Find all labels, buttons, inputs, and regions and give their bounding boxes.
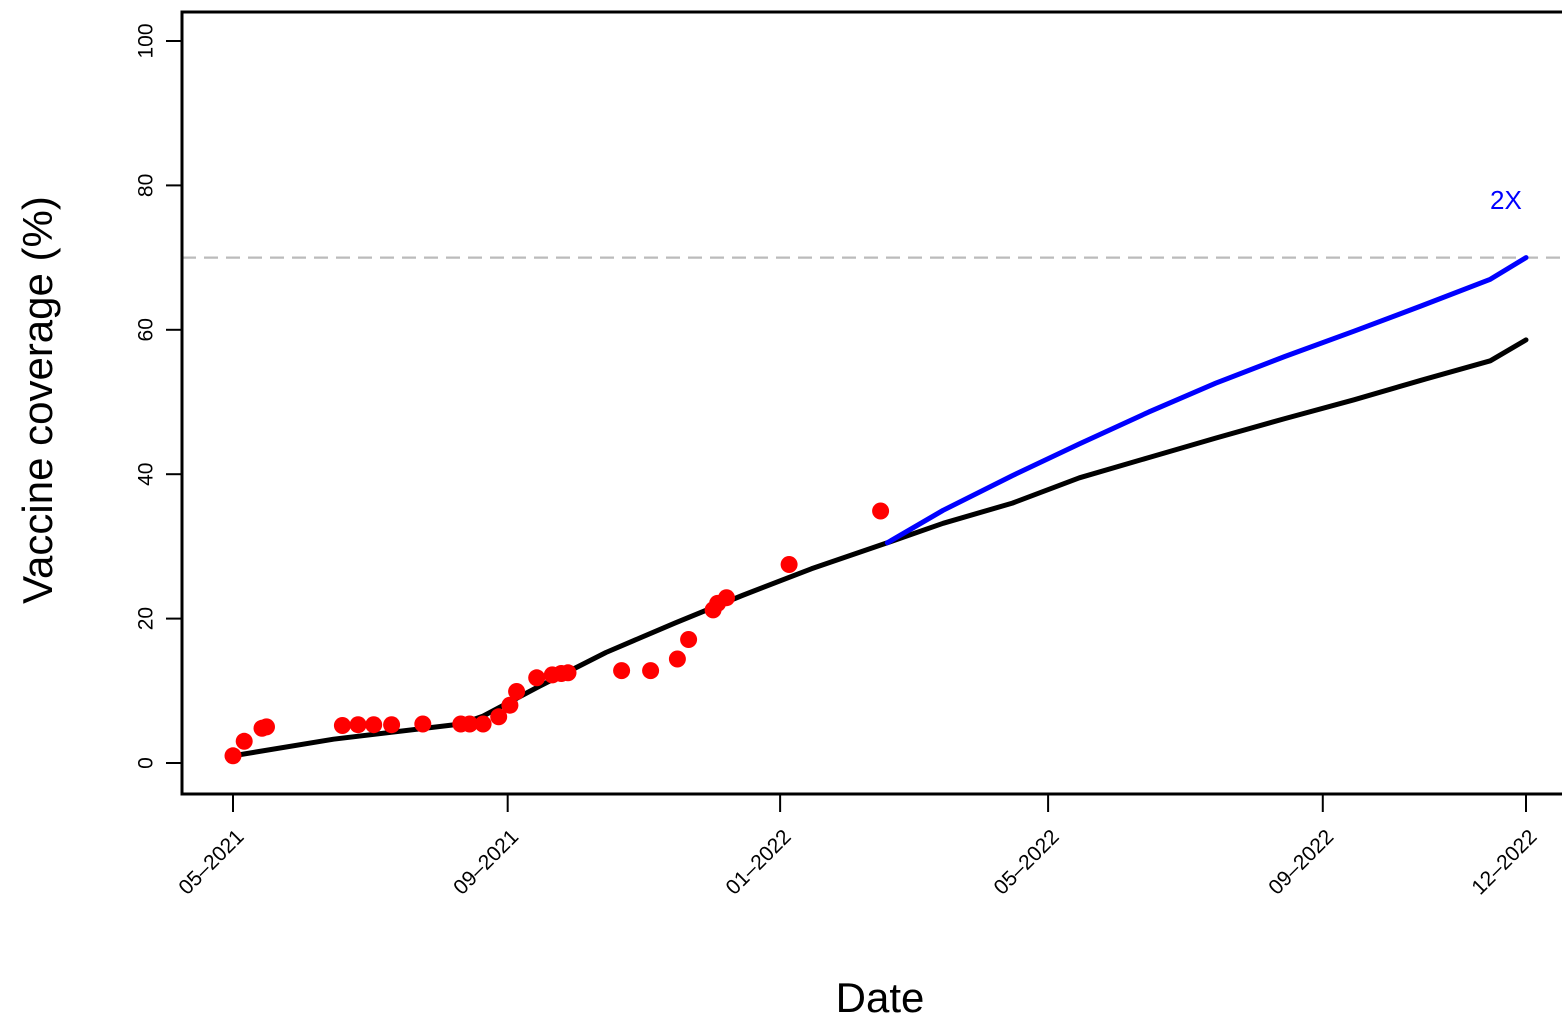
y-tick-label: 60 — [134, 318, 157, 341]
data-point — [718, 589, 735, 607]
data-point — [872, 502, 890, 520]
data-point — [333, 717, 351, 734]
data-point — [224, 747, 242, 765]
data-point — [383, 716, 401, 734]
y-tick-label: 0 — [134, 757, 157, 769]
data-point — [235, 732, 253, 750]
data-point — [668, 650, 686, 668]
y-tick-label: 100 — [134, 23, 157, 58]
data-point — [501, 696, 519, 714]
y-tick-label: 20 — [134, 607, 157, 630]
data-point — [490, 708, 508, 726]
y-tick-label: 80 — [134, 174, 157, 197]
data-point — [680, 631, 698, 648]
data-point — [613, 662, 631, 680]
y-axis-title: Vaccine coverage (%) — [14, 196, 61, 604]
data-point — [414, 715, 432, 733]
data-point — [559, 664, 577, 682]
data-point — [474, 715, 492, 733]
data-point — [365, 716, 383, 734]
plot-layer — [182, 255, 1562, 765]
data-point — [461, 715, 479, 733]
projection-annotation: 2X — [1490, 185, 1522, 215]
x-axis-title: Date — [836, 974, 925, 1021]
data-point — [528, 669, 546, 687]
projection-2x-line — [884, 255, 1529, 546]
data-point — [508, 683, 526, 700]
data-point — [780, 556, 798, 573]
data-point — [642, 662, 660, 680]
data-point — [258, 718, 275, 736]
data-point — [349, 716, 367, 734]
y-tick-label: 40 — [134, 463, 157, 486]
